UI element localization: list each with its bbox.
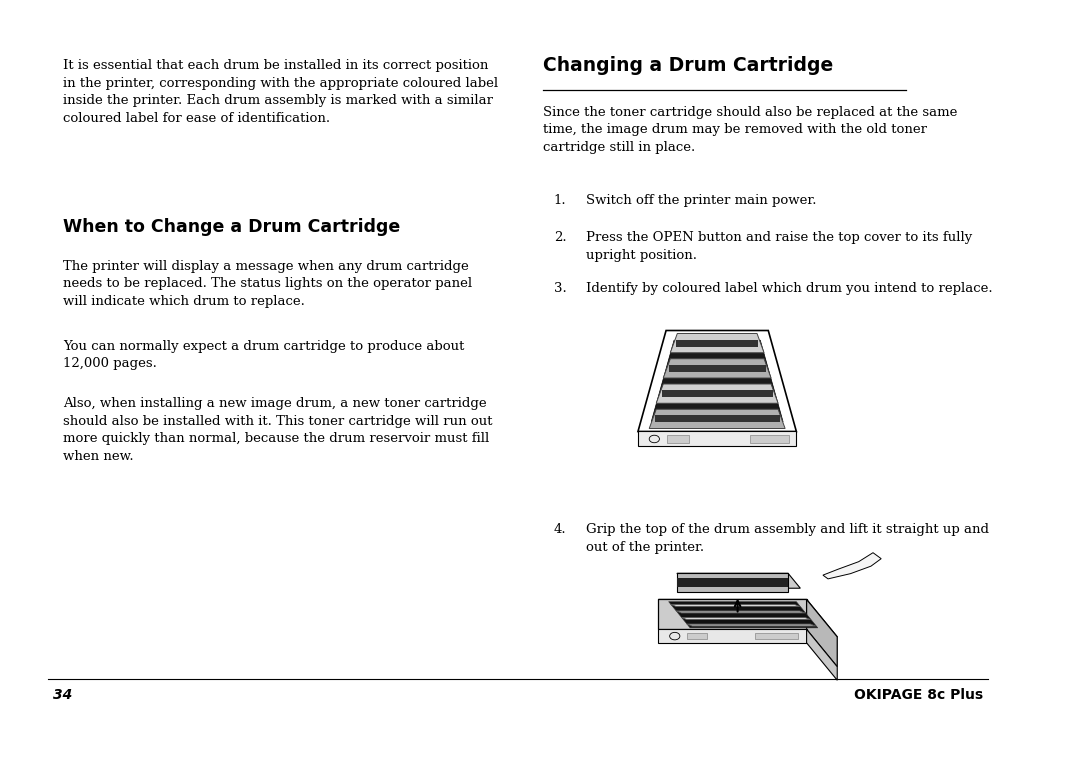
Polygon shape	[654, 415, 780, 422]
Text: Switch off the printer main power.: Switch off the printer main power.	[586, 194, 816, 207]
Polygon shape	[663, 359, 771, 378]
Polygon shape	[649, 409, 785, 428]
Polygon shape	[669, 602, 818, 628]
Polygon shape	[638, 431, 796, 447]
Polygon shape	[657, 384, 778, 403]
Bar	[751, 435, 789, 443]
Text: 4.: 4.	[554, 523, 566, 536]
Polygon shape	[676, 340, 758, 347]
Polygon shape	[823, 552, 881, 579]
Polygon shape	[659, 600, 807, 629]
Polygon shape	[687, 624, 815, 626]
Polygon shape	[677, 573, 800, 588]
Polygon shape	[671, 334, 764, 353]
Polygon shape	[659, 600, 837, 637]
Text: The printer will display a message when any drum cartridge
needs to be replaced.: The printer will display a message when …	[63, 260, 472, 308]
Polygon shape	[651, 340, 783, 422]
Bar	[687, 632, 707, 639]
Text: Identify by coloured label which drum you intend to replace.: Identify by coloured label which drum yo…	[586, 282, 993, 295]
Polygon shape	[807, 600, 837, 667]
Polygon shape	[807, 629, 837, 680]
Polygon shape	[676, 611, 805, 613]
Polygon shape	[662, 390, 772, 397]
Text: 3.: 3.	[554, 282, 566, 295]
Polygon shape	[671, 604, 799, 607]
Bar	[756, 632, 798, 639]
Text: Changing a Drum Cartridge: Changing a Drum Cartridge	[543, 56, 834, 75]
Text: Since the toner cartridge should also be replaced at the same
time, the image dr: Since the toner cartridge should also be…	[543, 106, 958, 154]
Text: Press the OPEN button and raise the top cover to its fully
upright position.: Press the OPEN button and raise the top …	[586, 232, 973, 262]
Text: Grip the top of the drum assembly and lift it straight up and
out of the printer: Grip the top of the drum assembly and li…	[586, 523, 989, 554]
Text: OKIPAGE 8c Plus: OKIPAGE 8c Plus	[854, 688, 983, 702]
Text: 1.: 1.	[554, 194, 566, 207]
Bar	[677, 578, 788, 588]
Polygon shape	[677, 573, 788, 592]
Text: When to Change a Drum Cartridge: When to Change a Drum Cartridge	[63, 218, 401, 236]
Polygon shape	[681, 617, 810, 620]
Polygon shape	[659, 629, 807, 643]
Text: It is essential that each drum be installed in its correct position
in the print: It is essential that each drum be instal…	[63, 59, 498, 125]
Bar	[666, 435, 689, 443]
Polygon shape	[669, 365, 766, 372]
Text: Also, when installing a new image drum, a new toner cartridge
should also be ins: Also, when installing a new image drum, …	[63, 398, 492, 463]
Text: You can normally expect a drum cartridge to produce about
12,000 pages.: You can normally expect a drum cartridge…	[63, 340, 464, 370]
Text: 2.: 2.	[554, 232, 566, 245]
Text: 34: 34	[53, 688, 72, 702]
